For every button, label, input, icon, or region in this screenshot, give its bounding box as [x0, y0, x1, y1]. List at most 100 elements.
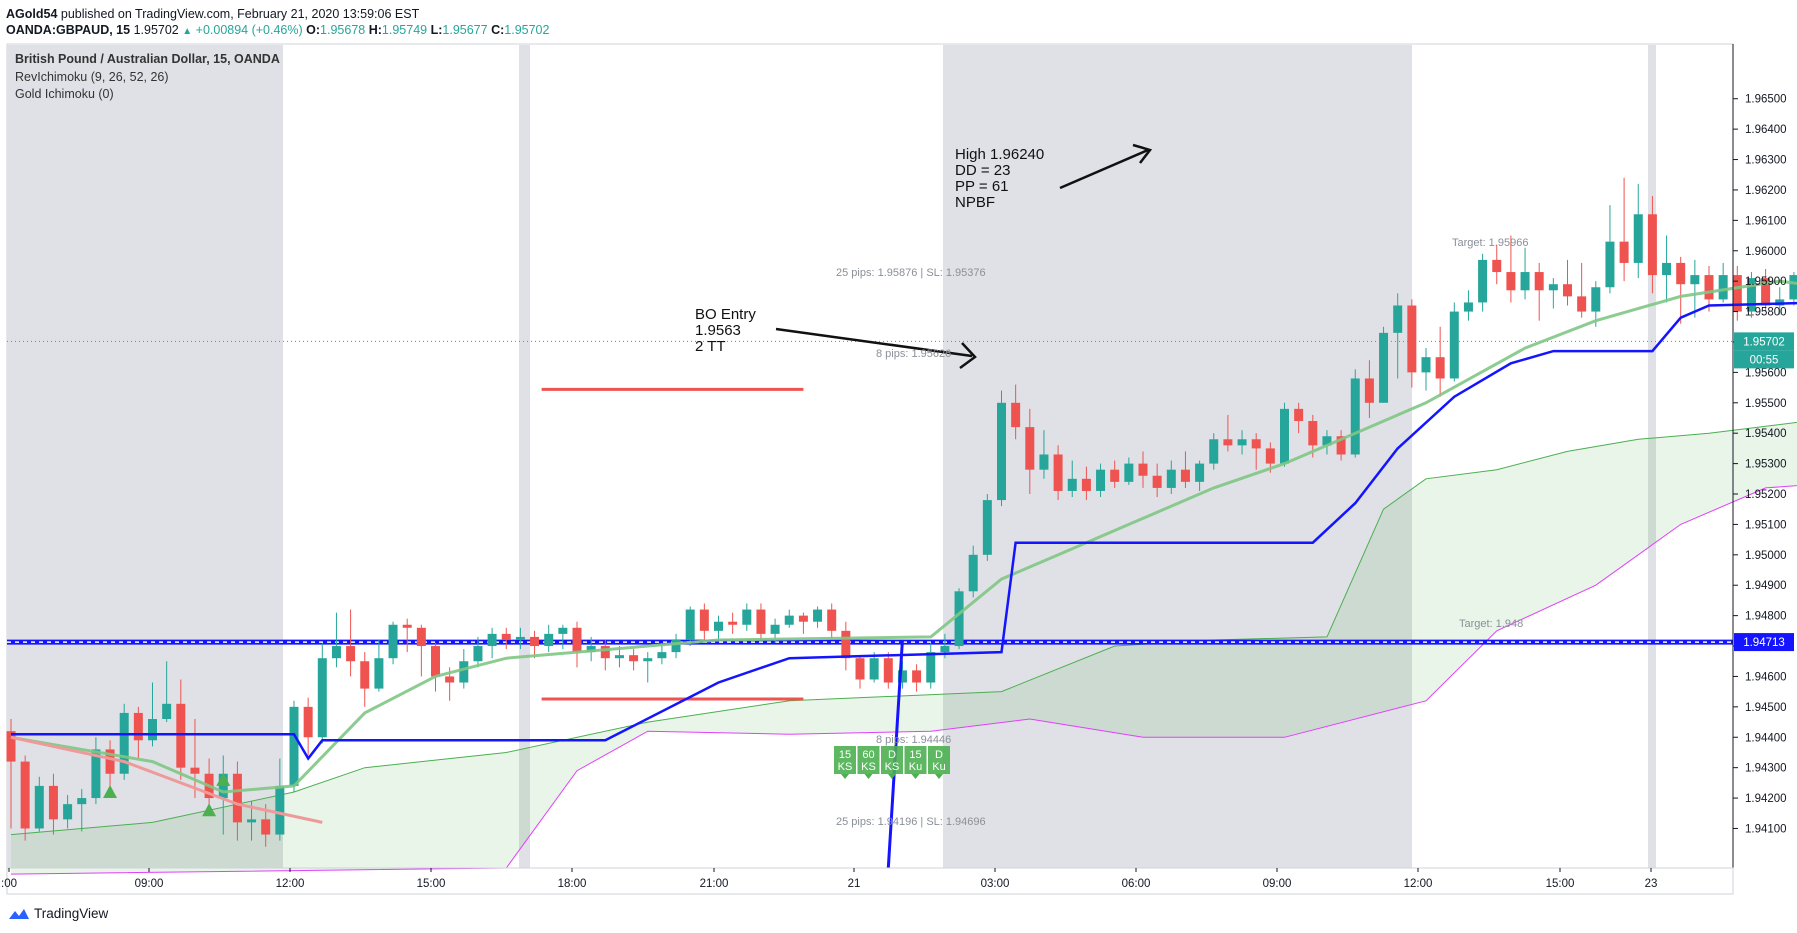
candle-body	[1364, 378, 1374, 403]
tradingview-brand[interactable]: TradingView	[8, 906, 108, 921]
indicator-gold-ichimoku[interactable]: Gold Ichimoku (0)	[15, 87, 114, 101]
price-tick-label: 1.95400	[1745, 428, 1787, 440]
candle-body	[1577, 296, 1587, 312]
price-badge-label: 1.94713	[1743, 637, 1785, 649]
candle-body	[473, 646, 483, 662]
candle-body	[1746, 278, 1756, 312]
candle-body	[855, 658, 865, 680]
candle-body	[1011, 402, 1021, 428]
signal-up-triangle-icon	[103, 784, 118, 798]
candle-body	[558, 627, 568, 634]
candle-body	[388, 624, 398, 659]
candle-body	[416, 627, 426, 647]
candle-body	[1718, 275, 1728, 300]
candle-body	[1421, 357, 1431, 373]
session-shade	[1648, 45, 1656, 868]
signal-tag-pointer	[841, 774, 849, 779]
time-axis	[6, 867, 1734, 895]
candle-body	[1591, 287, 1601, 312]
candle-body	[275, 785, 285, 835]
published-text: published on TradingView.com, February 2…	[60, 7, 420, 21]
target-label: Target: 1.948	[1459, 618, 1523, 630]
author-name[interactable]: AGold54	[6, 7, 58, 21]
candle-body	[48, 785, 58, 820]
candle-body	[784, 615, 794, 625]
candle-body	[1308, 421, 1318, 446]
kijun-line	[11, 301, 1797, 761]
candle-body	[515, 636, 525, 640]
candle-body	[544, 633, 554, 647]
tenkan-line	[10, 279, 1797, 794]
candle-body	[1025, 427, 1035, 470]
candle-body	[1294, 408, 1304, 422]
candle-body	[940, 646, 950, 653]
annotation-arrowhead	[1132, 143, 1153, 164]
candle-body	[756, 609, 766, 634]
candle-body	[714, 621, 723, 631]
signal-tag-pointer	[864, 774, 873, 779]
candle-body	[374, 658, 384, 689]
signal-tag-bottom: KS	[838, 761, 853, 773]
price-tick-label: 1.96500	[1745, 94, 1787, 106]
time-tick-label: 06:00	[1122, 878, 1151, 890]
candle-body	[1124, 463, 1134, 482]
time-tick-label: 21:00	[700, 878, 729, 890]
price-tick-label: 1.94800	[1745, 611, 1787, 623]
price-tick-label: 1.94500	[1745, 702, 1787, 714]
candle-body	[162, 703, 172, 720]
candle-body	[1251, 439, 1261, 449]
annotation-high-line: DD = 23	[955, 162, 1010, 179]
close-value: 1.95702	[504, 23, 550, 37]
price-tick-label: 1.94300	[1745, 763, 1787, 775]
candle-body	[586, 646, 596, 653]
signal-tag	[881, 746, 903, 774]
candle-body	[770, 624, 780, 634]
target-label: 25 pips: 1.94196 | SL: 1.94696	[836, 816, 986, 828]
candle-body	[1350, 378, 1360, 455]
signal-tag-bottom: KS	[885, 761, 900, 773]
candle-body	[1379, 332, 1389, 403]
candle-body	[699, 609, 709, 631]
candle-body	[303, 706, 313, 738]
ohlc-line: OANDA:GBPAUD, 15 1.95702 ▲ +0.00894 (+0.…	[6, 23, 550, 37]
candle-body	[289, 706, 299, 786]
candle-body	[657, 652, 667, 659]
price-badge-label: 00:55	[1750, 354, 1779, 366]
senkou-span-b	[10, 485, 1797, 875]
price-tick-label: 1.95300	[1745, 459, 1787, 471]
candle-body	[614, 655, 624, 659]
candle-body	[176, 703, 186, 768]
price-badge	[1734, 350, 1794, 369]
candle-body	[105, 749, 115, 774]
candle-body	[1605, 241, 1615, 288]
candle-body	[1563, 284, 1572, 297]
candle-body	[671, 639, 681, 653]
candle-body	[1336, 436, 1346, 455]
annotation-arrow	[1059, 148, 1149, 190]
session-shade	[519, 45, 530, 868]
candle-body	[897, 670, 907, 683]
candle-body	[1619, 241, 1629, 263]
candle-body	[1662, 262, 1672, 276]
candle-body	[1265, 448, 1275, 464]
candle-body	[459, 661, 469, 683]
low-value: 1.95677	[442, 23, 488, 37]
price-tick-label: 1.96200	[1745, 185, 1787, 197]
brand-name: TradingView	[34, 906, 109, 921]
candle-body	[643, 658, 653, 662]
price-tick-label: 1.96100	[1745, 215, 1787, 227]
indicator-revichimoku[interactable]: RevIchimoku (9, 26, 52, 26)	[15, 70, 169, 84]
annotation-arrow	[775, 327, 973, 358]
candle-body	[261, 819, 271, 835]
time-tick-label: 15:00	[417, 878, 446, 890]
candle-body	[1067, 478, 1077, 491]
time-tick-label: 15:00	[1546, 878, 1575, 890]
target-label: 8 pips: 1.95626	[876, 348, 951, 360]
candle-body	[20, 761, 30, 829]
candle-body	[1548, 284, 1558, 291]
candle-body	[1039, 454, 1049, 470]
price-tick-label: 1.94400	[1745, 732, 1787, 744]
price-tick-label: 1.95800	[1745, 307, 1787, 319]
candle-body	[34, 785, 44, 829]
